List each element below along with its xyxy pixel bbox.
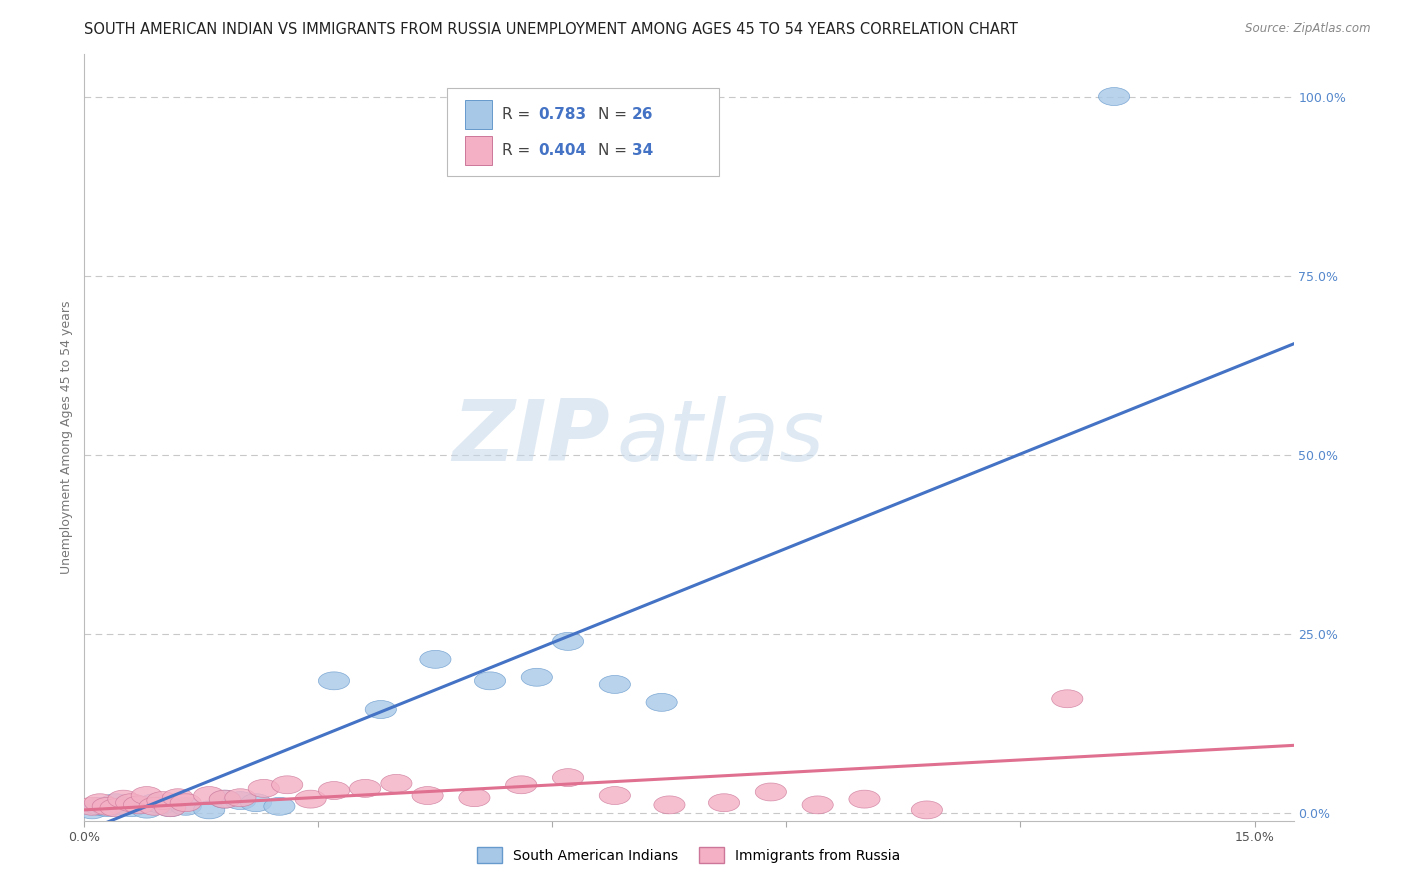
Text: ZIP: ZIP xyxy=(453,395,610,479)
Ellipse shape xyxy=(1098,87,1129,105)
Ellipse shape xyxy=(100,794,131,812)
Text: 0.783: 0.783 xyxy=(538,107,586,122)
Ellipse shape xyxy=(76,801,108,819)
FancyBboxPatch shape xyxy=(465,136,492,165)
Ellipse shape xyxy=(553,769,583,787)
Ellipse shape xyxy=(911,801,942,819)
Ellipse shape xyxy=(115,794,146,812)
Ellipse shape xyxy=(240,794,271,812)
Ellipse shape xyxy=(124,796,155,814)
Text: SOUTH AMERICAN INDIAN VS IMMIGRANTS FROM RUSSIA UNEMPLOYMENT AMONG AGES 45 TO 54: SOUTH AMERICAN INDIAN VS IMMIGRANTS FROM… xyxy=(84,22,1018,37)
Ellipse shape xyxy=(225,791,256,810)
Ellipse shape xyxy=(93,798,124,817)
Ellipse shape xyxy=(645,693,678,711)
Ellipse shape xyxy=(420,650,451,668)
Ellipse shape xyxy=(599,787,630,805)
Ellipse shape xyxy=(295,790,326,808)
Ellipse shape xyxy=(170,797,201,815)
Ellipse shape xyxy=(170,794,201,812)
Ellipse shape xyxy=(318,781,350,799)
Ellipse shape xyxy=(139,797,170,815)
Ellipse shape xyxy=(155,798,186,817)
Ellipse shape xyxy=(654,796,685,814)
Ellipse shape xyxy=(271,776,302,794)
Ellipse shape xyxy=(209,790,240,808)
Ellipse shape xyxy=(84,797,115,815)
Ellipse shape xyxy=(801,796,834,814)
Text: 26: 26 xyxy=(633,107,654,122)
Ellipse shape xyxy=(249,780,280,797)
Text: R =: R = xyxy=(502,144,534,158)
Ellipse shape xyxy=(162,789,194,806)
Ellipse shape xyxy=(155,798,186,817)
Ellipse shape xyxy=(849,790,880,808)
Ellipse shape xyxy=(209,790,240,808)
Ellipse shape xyxy=(100,798,131,817)
Ellipse shape xyxy=(522,668,553,686)
Text: 0.404: 0.404 xyxy=(538,144,586,158)
Ellipse shape xyxy=(115,798,146,817)
Ellipse shape xyxy=(108,790,139,808)
Text: N =: N = xyxy=(599,144,633,158)
FancyBboxPatch shape xyxy=(447,88,720,177)
Ellipse shape xyxy=(318,672,350,690)
Ellipse shape xyxy=(76,797,108,815)
FancyBboxPatch shape xyxy=(465,100,492,129)
Ellipse shape xyxy=(458,789,491,806)
Ellipse shape xyxy=(146,791,179,810)
Ellipse shape xyxy=(131,800,162,818)
Ellipse shape xyxy=(599,675,630,693)
Ellipse shape xyxy=(194,801,225,819)
Ellipse shape xyxy=(553,632,583,650)
Ellipse shape xyxy=(350,780,381,797)
Ellipse shape xyxy=(506,776,537,794)
Ellipse shape xyxy=(225,789,256,806)
Ellipse shape xyxy=(84,794,115,812)
Ellipse shape xyxy=(146,796,179,814)
Ellipse shape xyxy=(93,797,124,815)
Ellipse shape xyxy=(412,787,443,805)
Legend: South American Indians, Immigrants from Russia: South American Indians, Immigrants from … xyxy=(471,842,907,869)
Ellipse shape xyxy=(381,774,412,792)
Text: 34: 34 xyxy=(633,144,654,158)
Ellipse shape xyxy=(1052,690,1083,707)
Ellipse shape xyxy=(755,783,786,801)
Ellipse shape xyxy=(139,794,170,812)
Ellipse shape xyxy=(124,796,155,814)
Ellipse shape xyxy=(709,794,740,812)
Y-axis label: Unemployment Among Ages 45 to 54 years: Unemployment Among Ages 45 to 54 years xyxy=(60,301,73,574)
Ellipse shape xyxy=(366,700,396,718)
Text: Source: ZipAtlas.com: Source: ZipAtlas.com xyxy=(1246,22,1371,36)
Ellipse shape xyxy=(108,797,139,815)
Text: atlas: atlas xyxy=(616,395,824,479)
Ellipse shape xyxy=(264,797,295,815)
Ellipse shape xyxy=(474,672,506,690)
Ellipse shape xyxy=(131,787,162,805)
Text: N =: N = xyxy=(599,107,633,122)
Ellipse shape xyxy=(194,787,225,805)
Text: R =: R = xyxy=(502,107,534,122)
